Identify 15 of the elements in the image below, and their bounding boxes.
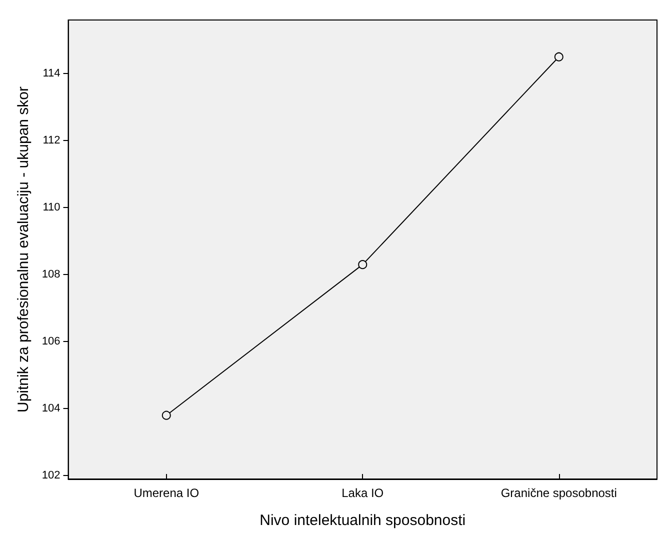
x-tick-label: Umerena IO: [134, 486, 200, 500]
y-tick-label: 104: [42, 402, 60, 415]
point: [358, 260, 368, 270]
y-tick-label: 110: [42, 202, 60, 214]
point: [554, 52, 564, 62]
y-tick-label: 106: [42, 336, 60, 348]
y-tick-label: 114: [42, 68, 60, 80]
y-tick-label: 108: [42, 268, 60, 281]
y-axis-title: Upitnik za profesionalnu evaluaciju - ukupan skor: [15, 86, 32, 413]
y-tick-label: 112: [42, 134, 60, 147]
x-axis-title: Nivo intelektualnih sposobnosti: [260, 512, 466, 529]
x-tick-label: Granične sposobnosti: [500, 486, 617, 500]
x-tick-label: Laka IO: [342, 486, 384, 500]
point: [162, 410, 171, 420]
y-tick-label: 102: [42, 470, 60, 482]
